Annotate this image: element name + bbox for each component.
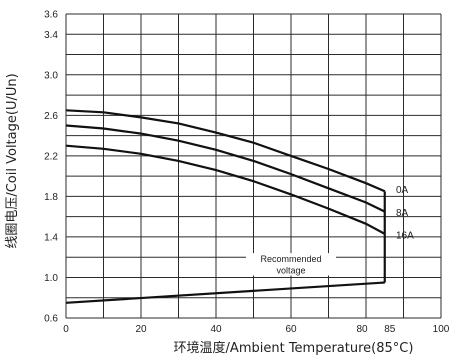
y-tick-label: 2.6 <box>44 111 58 122</box>
series-lines <box>65 109 386 304</box>
x-tick-label: 85 <box>384 324 396 335</box>
y-tick-label: 1.4 <box>44 232 58 243</box>
series-line-lower-limit <box>65 281 385 304</box>
recommended-voltage-label: voltage <box>276 265 305 275</box>
recommended-voltage-label: Recommended <box>260 254 321 264</box>
x-tick-label: 80 <box>356 324 368 335</box>
recommended-voltage-box <box>246 253 336 276</box>
y-tick-label: 1.0 <box>44 273 58 284</box>
y-axis-label: 线圈电压/Coil Voltage(U/Un) <box>5 73 20 248</box>
y-tick-label: 3.6 <box>44 10 58 21</box>
series-line-8a <box>65 124 386 213</box>
x-tick-label: 100 <box>433 324 450 335</box>
curve-label: 8A <box>396 208 409 219</box>
series-line-16a <box>65 144 386 235</box>
curve-label: 16A <box>396 230 414 241</box>
series-line-0a <box>65 109 386 193</box>
y-tick-label: 1.8 <box>44 192 58 203</box>
x-tick-label: 20 <box>135 324 147 335</box>
y-tick-label: 2.2 <box>44 151 58 162</box>
curve-label: 0A <box>396 185 409 196</box>
y-tick-label: 0.6 <box>44 314 58 325</box>
x-axis-label: 环境温度/Ambient Temperature(85°C) <box>174 340 414 356</box>
region-box <box>246 253 336 276</box>
x-tick-label: 60 <box>285 324 297 335</box>
y-tick-label: 3.4 <box>44 30 58 41</box>
x-tick-label: 40 <box>210 324 222 335</box>
tick-labels: 0.6 1.0 1.4 1.8 2.2 2.6 3.0 3.4 3.6 0 20 40 60 80 85 10… <box>44 10 450 336</box>
x-tick-label: 0 <box>63 324 69 335</box>
y-tick-label: 3.0 <box>44 70 58 81</box>
